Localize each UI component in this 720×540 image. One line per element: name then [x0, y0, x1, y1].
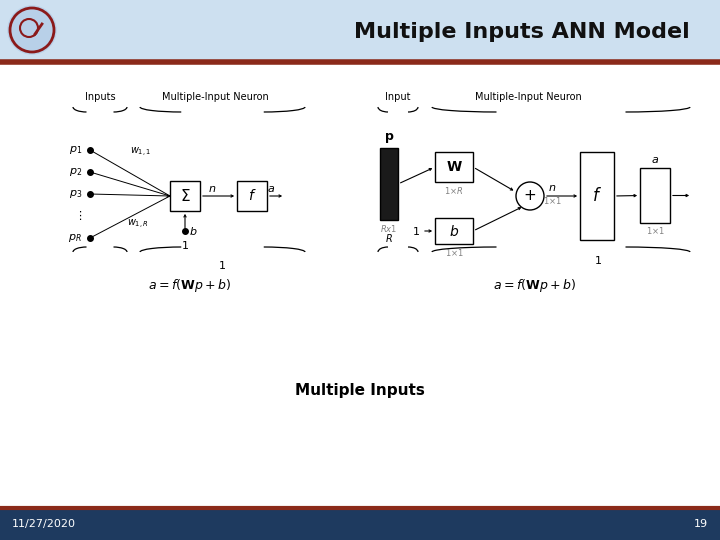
Circle shape — [8, 6, 56, 54]
Text: Multiple-Input Neuron: Multiple-Input Neuron — [161, 92, 269, 102]
Text: $p_3$: $p_3$ — [68, 188, 82, 200]
Bar — [640, 168, 670, 223]
Text: Multiple-Input Neuron: Multiple-Input Neuron — [474, 92, 581, 102]
Text: $Rx1$: $Rx1$ — [380, 222, 397, 233]
Bar — [0, 508, 720, 540]
Text: $p_2$: $p_2$ — [69, 166, 82, 178]
Text: $f$: $f$ — [592, 187, 602, 205]
Bar — [435, 152, 473, 182]
Text: $w_{1,1}$: $w_{1,1}$ — [130, 145, 151, 159]
Text: $R$: $R$ — [385, 232, 393, 244]
Text: $a = f(\mathbf{W}p+b)$: $a = f(\mathbf{W}p+b)$ — [148, 276, 232, 294]
Text: Inputs: Inputs — [85, 92, 115, 102]
Text: $f$: $f$ — [248, 188, 256, 204]
Text: $1$: $1$ — [181, 239, 189, 251]
Bar — [237, 181, 267, 211]
Text: $a = f(\mathbf{W}p+b)$: $a = f(\mathbf{W}p+b)$ — [493, 276, 577, 294]
Text: $1{\times}1$: $1{\times}1$ — [646, 226, 665, 237]
Text: $b$: $b$ — [189, 225, 197, 237]
Bar — [170, 181, 200, 211]
Text: $n$: $n$ — [208, 184, 216, 194]
Bar — [0, 0, 720, 62]
Text: $a$: $a$ — [267, 184, 275, 194]
Text: $w_{1,R}$: $w_{1,R}$ — [127, 218, 149, 231]
Text: $1$: $1$ — [594, 254, 602, 266]
Text: $p_R$: $p_R$ — [68, 232, 82, 244]
Text: 11/27/2020: 11/27/2020 — [12, 519, 76, 529]
Text: $1$: $1$ — [412, 225, 420, 237]
Text: $\mathbf{p}$: $\mathbf{p}$ — [384, 131, 394, 145]
Text: $a$: $a$ — [651, 155, 659, 165]
Text: $\mathbf{W}$: $\mathbf{W}$ — [446, 160, 462, 174]
Text: Input: Input — [385, 92, 410, 102]
Bar — [435, 218, 473, 244]
Text: $1{\times}1$: $1{\times}1$ — [444, 246, 464, 258]
Bar — [580, 152, 614, 240]
Text: Multiple Inputs: Multiple Inputs — [295, 382, 425, 397]
Text: $n$: $n$ — [548, 183, 556, 193]
Text: $1$: $1$ — [218, 259, 226, 271]
Text: $\Sigma$: $\Sigma$ — [180, 188, 190, 204]
Bar — [380, 148, 398, 220]
Text: $b$: $b$ — [449, 224, 459, 239]
Text: $p_1$: $p_1$ — [68, 144, 82, 156]
Text: $1{\times}R$: $1{\times}R$ — [444, 185, 464, 195]
Text: $1{\times}1$: $1{\times}1$ — [543, 195, 562, 206]
Text: 19: 19 — [694, 519, 708, 529]
Text: Multiple Inputs ANN Model: Multiple Inputs ANN Model — [354, 22, 690, 42]
Text: $\vdots$: $\vdots$ — [74, 210, 82, 222]
Text: $+$: $+$ — [523, 188, 536, 204]
